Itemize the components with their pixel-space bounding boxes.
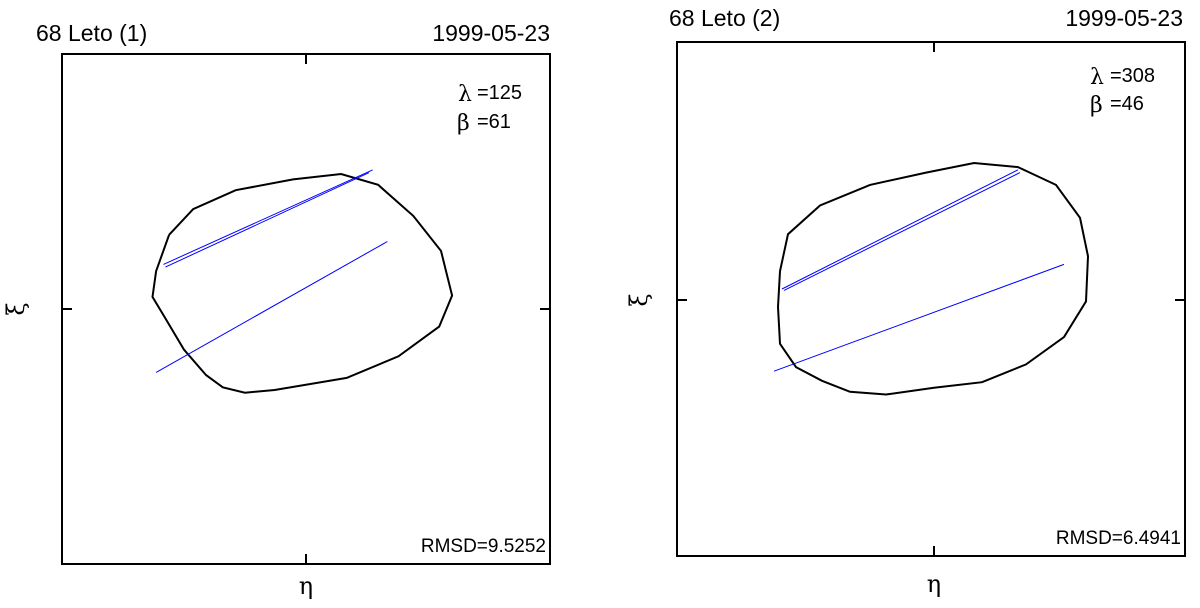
x-axis-label: η — [927, 570, 941, 598]
lambda-value: =125 — [477, 82, 522, 104]
plot-frame — [676, 41, 1186, 557]
beta-symbol: β — [457, 111, 470, 136]
occultation-chords — [773, 169, 1065, 372]
beta-value: =46 — [1110, 93, 1144, 115]
lambda-symbol: λ — [458, 82, 472, 107]
beta-value: =61 — [477, 111, 511, 133]
lambda-symbol: λ — [1090, 65, 1104, 90]
lambda-value: =308 — [1110, 65, 1155, 87]
chord-line — [155, 241, 388, 373]
y-axis-label: ξ — [2, 302, 30, 315]
chord-line — [165, 172, 370, 268]
panel-title: 68 Leto (1) — [36, 20, 147, 46]
panel-1: 68 Leto (1) 1999-05-23 λ =125 β =61 RMSD… — [2, 20, 551, 600]
panel-2: 68 Leto (2) 1999-05-23 λ =308 β =46 RMSD… — [625, 5, 1186, 598]
panel-title: 68 Leto (2) — [669, 5, 780, 31]
beta-symbol: β — [1090, 93, 1103, 118]
asteroid-outline — [776, 161, 1090, 396]
chord-line — [781, 169, 1019, 290]
x-axis-label: η — [299, 572, 313, 600]
chord-line — [773, 263, 1065, 372]
rmsd-label: RMSD=6.4941 — [1056, 528, 1181, 549]
panel-date: 1999-05-23 — [432, 20, 550, 46]
asteroid-outline — [151, 172, 454, 394]
chord-line — [783, 172, 1021, 291]
y-axis-label: ξ — [625, 293, 653, 306]
chord-line — [163, 169, 373, 265]
panel-date: 1999-05-23 — [1065, 5, 1183, 31]
occultation-chords — [155, 169, 388, 373]
rmsd-label: RMSD=9.5252 — [421, 536, 546, 557]
